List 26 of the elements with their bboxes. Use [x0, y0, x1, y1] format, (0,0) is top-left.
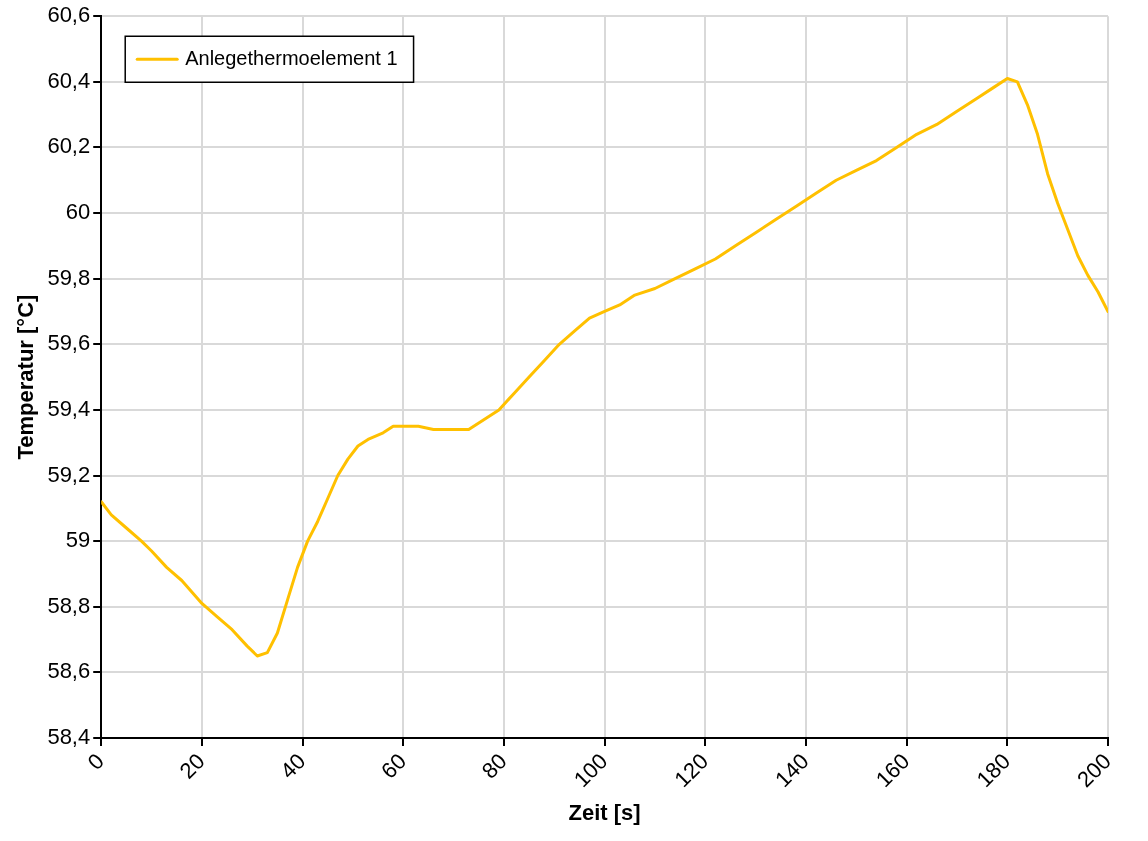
- x-tick-label: 160: [870, 748, 915, 793]
- x-tick-label: 60: [376, 748, 412, 784]
- y-tick-label: 60,6: [47, 2, 91, 28]
- x-tick-label: 0: [82, 748, 110, 775]
- y-axis-title: Temperatur [°C]: [13, 294, 39, 460]
- y-tick-label: 59,8: [47, 264, 91, 290]
- x-axis-title: Zeit [s]: [568, 799, 641, 825]
- y-tick-label: 59,6: [47, 330, 91, 356]
- y-tick-label: 59,2: [47, 461, 91, 487]
- legend-label: Anlegethermoelement 1: [185, 46, 398, 69]
- y-tick-label: 59,4: [47, 395, 91, 421]
- x-tick-label: 80: [476, 748, 512, 784]
- y-tick-label: 58,8: [47, 592, 91, 618]
- y-tick-label: 60,4: [47, 67, 91, 93]
- x-tick-label: 100: [568, 748, 613, 793]
- y-tick-label: 58,4: [47, 724, 91, 750]
- y-tick-label: 58,6: [47, 658, 91, 684]
- x-tick-label: 120: [669, 748, 714, 793]
- y-tick-label: 59: [65, 527, 91, 553]
- x-tick-label: 200: [1072, 748, 1116, 793]
- y-tick-label: 60: [65, 199, 91, 225]
- x-tick-label: 40: [275, 748, 311, 784]
- x-tick-label: 140: [770, 748, 814, 793]
- y-tick-label: 60,2: [47, 133, 91, 159]
- x-tick-label: 20: [174, 748, 210, 784]
- x-tick-label: 180: [971, 748, 1016, 793]
